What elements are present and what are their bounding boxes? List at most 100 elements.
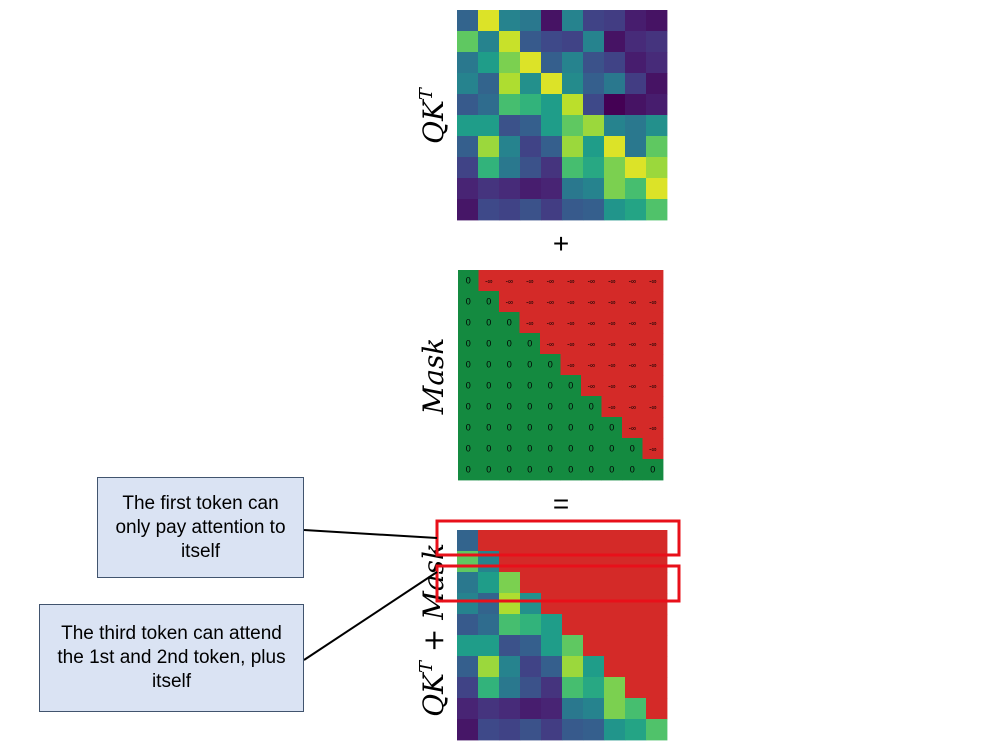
qkt-cell [646, 178, 668, 200]
combined-cell [457, 593, 479, 615]
combined-cell-masked [541, 593, 563, 615]
mask-cell-value: 0 [507, 465, 512, 475]
combined-cell-masked [562, 530, 584, 552]
mask-cell-zero [519, 438, 541, 460]
combined-cell [562, 635, 584, 657]
mask-cell-zero [519, 396, 541, 418]
combined-cell [520, 614, 542, 636]
mask-cell-value: 0 [486, 465, 491, 475]
qkt-cell [457, 10, 479, 32]
mask-cell-zero [519, 375, 541, 397]
qkt-cell [478, 136, 500, 158]
combined-cell [541, 614, 563, 636]
combined-cell [604, 698, 626, 720]
mask-cell-neg-inf [478, 270, 500, 292]
mask-cell-zero [458, 333, 479, 355]
mask-cell-neg-inf [642, 354, 664, 376]
mask-cell-neg-inf [622, 291, 643, 313]
mask-cell-value: 0 [466, 465, 471, 475]
combined-cell [583, 656, 605, 678]
mask-cell-zero [622, 438, 643, 460]
mask-cell-zero [519, 459, 541, 481]
combined-cell [520, 698, 542, 720]
qkt-cell [646, 157, 668, 179]
mask-cell-neg-inf [499, 291, 520, 313]
mask-cell-neg-inf [622, 270, 643, 292]
qkt-cell [646, 52, 668, 74]
combined-cell [625, 719, 647, 741]
combined-cell-masked [646, 677, 668, 699]
qkt-cell [499, 73, 521, 95]
qkt-cell [457, 52, 479, 74]
mask-cell-value: 0 [527, 444, 532, 454]
mask-cell-value: -∞ [547, 279, 554, 286]
plus-operator: + [553, 228, 569, 259]
mask-cell-value: -∞ [608, 279, 615, 286]
mask-cell-value: -∞ [608, 300, 615, 307]
combined-cell-masked [625, 530, 647, 552]
mask-cell-value: 0 [486, 402, 491, 412]
combined-cell [478, 614, 500, 636]
mask-cell-neg-inf [642, 417, 664, 439]
mask-cell-zero [519, 333, 541, 355]
combined-cell-masked [541, 530, 563, 552]
mask-cell-neg-inf [499, 270, 520, 292]
qkt-cell [562, 10, 584, 32]
combined-cell [457, 719, 479, 741]
mask-cell-value: 0 [609, 465, 614, 475]
combined-cell [562, 698, 584, 720]
mask-cell-zero [478, 438, 500, 460]
mask-cell-neg-inf [560, 312, 582, 334]
mask-cell-value: -∞ [588, 363, 595, 370]
qkt-cell [604, 136, 626, 158]
mask-cell-value: 0 [589, 423, 594, 433]
combined-cell [604, 719, 626, 741]
qkt-cell [583, 10, 605, 32]
mask-cell-zero [540, 417, 561, 439]
mask-cell-value: 0 [568, 465, 573, 475]
mask-cell-neg-inf [622, 333, 643, 355]
mask-cell-neg-inf [601, 270, 623, 292]
mask-cell-value: -∞ [608, 405, 615, 412]
qkt-cell [625, 31, 647, 53]
mask-cell-zero [560, 459, 582, 481]
combined-label: QKT + Mask [416, 543, 450, 717]
qkt-cell [604, 115, 626, 137]
mask-cell-neg-inf [540, 312, 561, 334]
qkt-cell [520, 52, 542, 74]
qkt-cell [520, 178, 542, 200]
mask-cell-value: 0 [527, 402, 532, 412]
mask-cell-neg-inf [622, 354, 643, 376]
qkt-label: QKT [416, 86, 450, 144]
mask-cell-neg-inf [581, 354, 602, 376]
combined-cell [562, 719, 584, 741]
qkt-cell [541, 136, 563, 158]
mask-cell-zero [601, 459, 623, 481]
combined-cell [478, 698, 500, 720]
combined-cell [478, 572, 500, 594]
qkt-cell [562, 199, 584, 221]
combined-cell-masked [604, 593, 626, 615]
combined-cell [583, 698, 605, 720]
mask-cell-zero [478, 333, 500, 355]
mask-cell-value: 0 [527, 381, 532, 391]
mask-cell-zero [540, 396, 561, 418]
combined-cell-masked [625, 614, 647, 636]
combined-cell-masked [562, 593, 584, 615]
mask-cell-zero [478, 312, 500, 334]
qkt-cell [646, 136, 668, 158]
mask-cell-value: 0 [507, 402, 512, 412]
combined-cell-masked [520, 530, 542, 552]
mask-cell-neg-inf [519, 291, 541, 313]
qkt-cell [562, 157, 584, 179]
mask-cell-zero [458, 291, 479, 313]
callout-third-token: The third token can attend the 1st and 2… [39, 604, 304, 712]
mask-cell-value: 0 [466, 318, 471, 328]
mask-cell-value: 0 [466, 297, 471, 307]
qkt-cell [562, 52, 584, 74]
combined-cell-masked [646, 635, 668, 657]
combined-cell-masked [499, 530, 521, 552]
mask-cell-value: 0 [507, 381, 512, 391]
qkt-cell [457, 73, 479, 95]
mask-cell-value: -∞ [547, 300, 554, 307]
